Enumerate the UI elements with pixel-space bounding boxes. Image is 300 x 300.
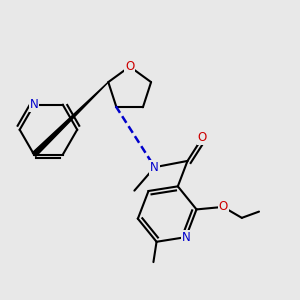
Text: O: O	[125, 60, 134, 73]
Text: N: N	[150, 161, 159, 174]
Text: O: O	[198, 131, 207, 144]
Polygon shape	[32, 82, 108, 156]
Text: O: O	[218, 200, 228, 213]
Text: N: N	[30, 98, 38, 111]
Text: N: N	[182, 231, 190, 244]
